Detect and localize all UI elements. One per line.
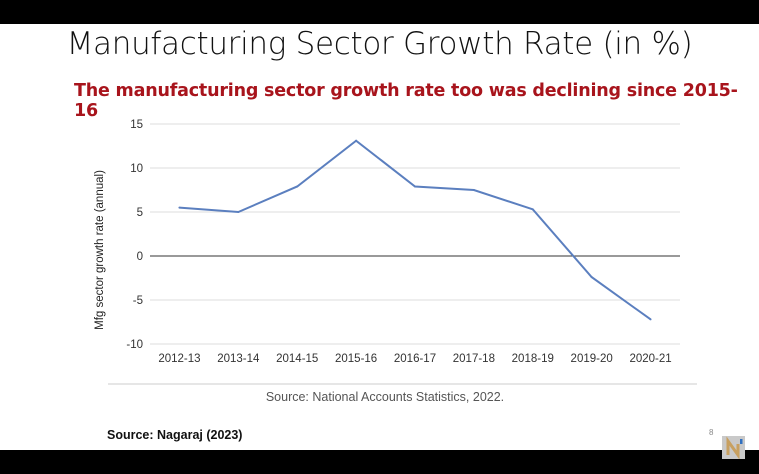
data-point xyxy=(237,211,240,213)
y-tick-label: 0 xyxy=(137,251,143,263)
data-point xyxy=(472,189,475,191)
chart-source: Source: National Accounts Statistics, 20… xyxy=(265,390,505,404)
y-tick-label: 10 xyxy=(130,163,143,175)
data-point xyxy=(296,185,299,188)
data-point xyxy=(178,206,181,209)
slide-title: Manufacturing Sector Growth Rate (in %) xyxy=(66,26,693,62)
line-chart: 15 10 5 0 -5 -10 2012-13 2013-14 2014-15 2015-16… xyxy=(94,119,697,385)
logo-icon xyxy=(722,436,745,460)
x-tick-label: 2013-14 xyxy=(217,353,260,365)
x-tick-label: 2015-16 xyxy=(335,353,377,365)
y-tick-label: -5 xyxy=(133,295,143,307)
data-point xyxy=(355,139,358,142)
data-point xyxy=(649,318,652,321)
page-number: 8 xyxy=(709,428,714,437)
y-tick-label: 15 xyxy=(130,119,143,131)
data-point xyxy=(414,185,416,188)
data-point xyxy=(590,276,593,279)
x-tick-label: 2012-13 xyxy=(158,353,200,365)
x-tick-label: 2019-20 xyxy=(571,353,613,365)
x-tick-label: 2020-21 xyxy=(629,353,671,365)
data-points xyxy=(178,139,652,321)
y-tick-label: -10 xyxy=(126,339,143,351)
x-tick-label: 2016-17 xyxy=(394,353,436,365)
y-tick-label: 5 xyxy=(137,207,143,219)
slide: Manufacturing Sector Growth Rate (in %) … xyxy=(0,24,759,460)
x-tick-label: 2014-15 xyxy=(276,353,318,365)
data-point xyxy=(531,208,534,211)
slide-source: Source: Nagaraj (2023) xyxy=(107,428,243,442)
x-tick-label: 2017-18 xyxy=(453,353,495,365)
y-axis-label: Mfg sector growth rate (annual) xyxy=(94,170,106,330)
slide-subtitle: The manufacturing sector growth rate too… xyxy=(74,81,738,121)
x-tick-label: 2018-19 xyxy=(512,353,554,365)
